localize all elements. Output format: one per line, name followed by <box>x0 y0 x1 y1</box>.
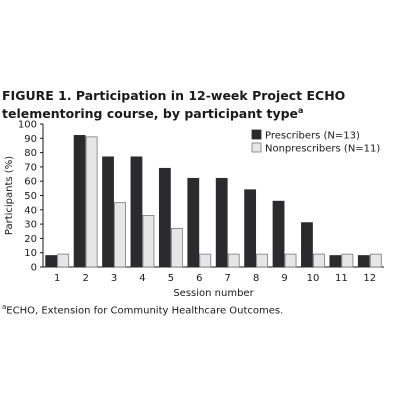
bar-nonprescribers <box>227 253 240 268</box>
legend-swatch <box>251 142 262 153</box>
bar-prescribers <box>215 177 228 268</box>
y-tick-label: 40 <box>24 205 37 216</box>
bar-nonprescribers <box>57 253 70 268</box>
bar-nonprescribers <box>313 253 325 268</box>
figure-title-text: Participation in 12-week Project ECHO te… <box>2 88 346 122</box>
figure-footnote: aECHO, Extension for Community Healthcar… <box>2 303 283 316</box>
y-tick-label: 80 <box>24 148 37 159</box>
footnote-marker: a <box>2 303 7 311</box>
y-tick-label: 60 <box>24 177 37 188</box>
y-tick-label: 50 <box>24 191 37 202</box>
y-tick-label: 90 <box>24 134 37 145</box>
bar-nonprescribers <box>341 253 354 268</box>
bar-prescribers <box>301 222 313 268</box>
footnote-text: ECHO, Extension for Community Healthcare… <box>6 305 284 317</box>
bar-prescribers <box>187 177 200 268</box>
bar-nonprescribers <box>114 202 126 268</box>
x-axis-title: Session number <box>173 288 254 297</box>
legend-label: Prescribers (N=13) <box>265 131 360 142</box>
y-tick-label: 70 <box>24 162 37 173</box>
bar-nonprescribers <box>256 253 269 268</box>
x-tick-label: 6 <box>196 273 202 284</box>
x-tick-label: 7 <box>225 273 231 284</box>
bar-prescribers <box>244 189 257 268</box>
bar-nonprescribers <box>284 253 297 268</box>
bar-nonprescribers <box>369 253 382 268</box>
y-tick-label: 0 <box>31 263 37 274</box>
y-tick-label: 10 <box>24 248 37 259</box>
x-tick-label: 2 <box>82 273 88 284</box>
y-tick-label: 100 <box>18 120 37 131</box>
x-tick-label: 10 <box>307 273 320 284</box>
bar-prescribers <box>158 167 171 268</box>
figure-title: FIGURE 1. Participation in 12-week Proje… <box>2 88 398 121</box>
x-tick-label: 5 <box>168 273 174 284</box>
x-tick-label: 1 <box>54 273 60 284</box>
bar-prescribers <box>45 255 58 268</box>
x-tick-label: 3 <box>111 273 117 284</box>
x-tick-label: 8 <box>253 273 259 284</box>
legend-label: Nonprescribers (N=11) <box>265 144 380 155</box>
y-axis-title: Participants (%) <box>4 156 15 235</box>
x-tick-label: 4 <box>139 273 145 284</box>
bar-prescribers <box>272 200 285 268</box>
legend-swatch <box>251 129 262 140</box>
x-tick-label: 12 <box>363 273 376 284</box>
bar-nonprescribers <box>85 136 98 268</box>
bar-nonprescribers <box>199 253 212 268</box>
figure-title-marker: a <box>298 106 304 115</box>
y-tick-label: 30 <box>24 220 37 231</box>
bar-prescribers <box>357 255 370 268</box>
y-tick-label: 20 <box>24 234 37 245</box>
bar-nonprescribers <box>142 215 155 268</box>
x-tick-label: 11 <box>335 273 348 284</box>
bar-prescribers <box>73 135 86 268</box>
bar-prescribers <box>130 156 143 268</box>
x-tick-label: 9 <box>281 273 287 284</box>
bar-prescribers <box>329 255 342 268</box>
bar-nonprescribers <box>170 227 183 268</box>
bar-prescribers <box>102 156 114 268</box>
figure-label: FIGURE 1. <box>2 88 72 103</box>
